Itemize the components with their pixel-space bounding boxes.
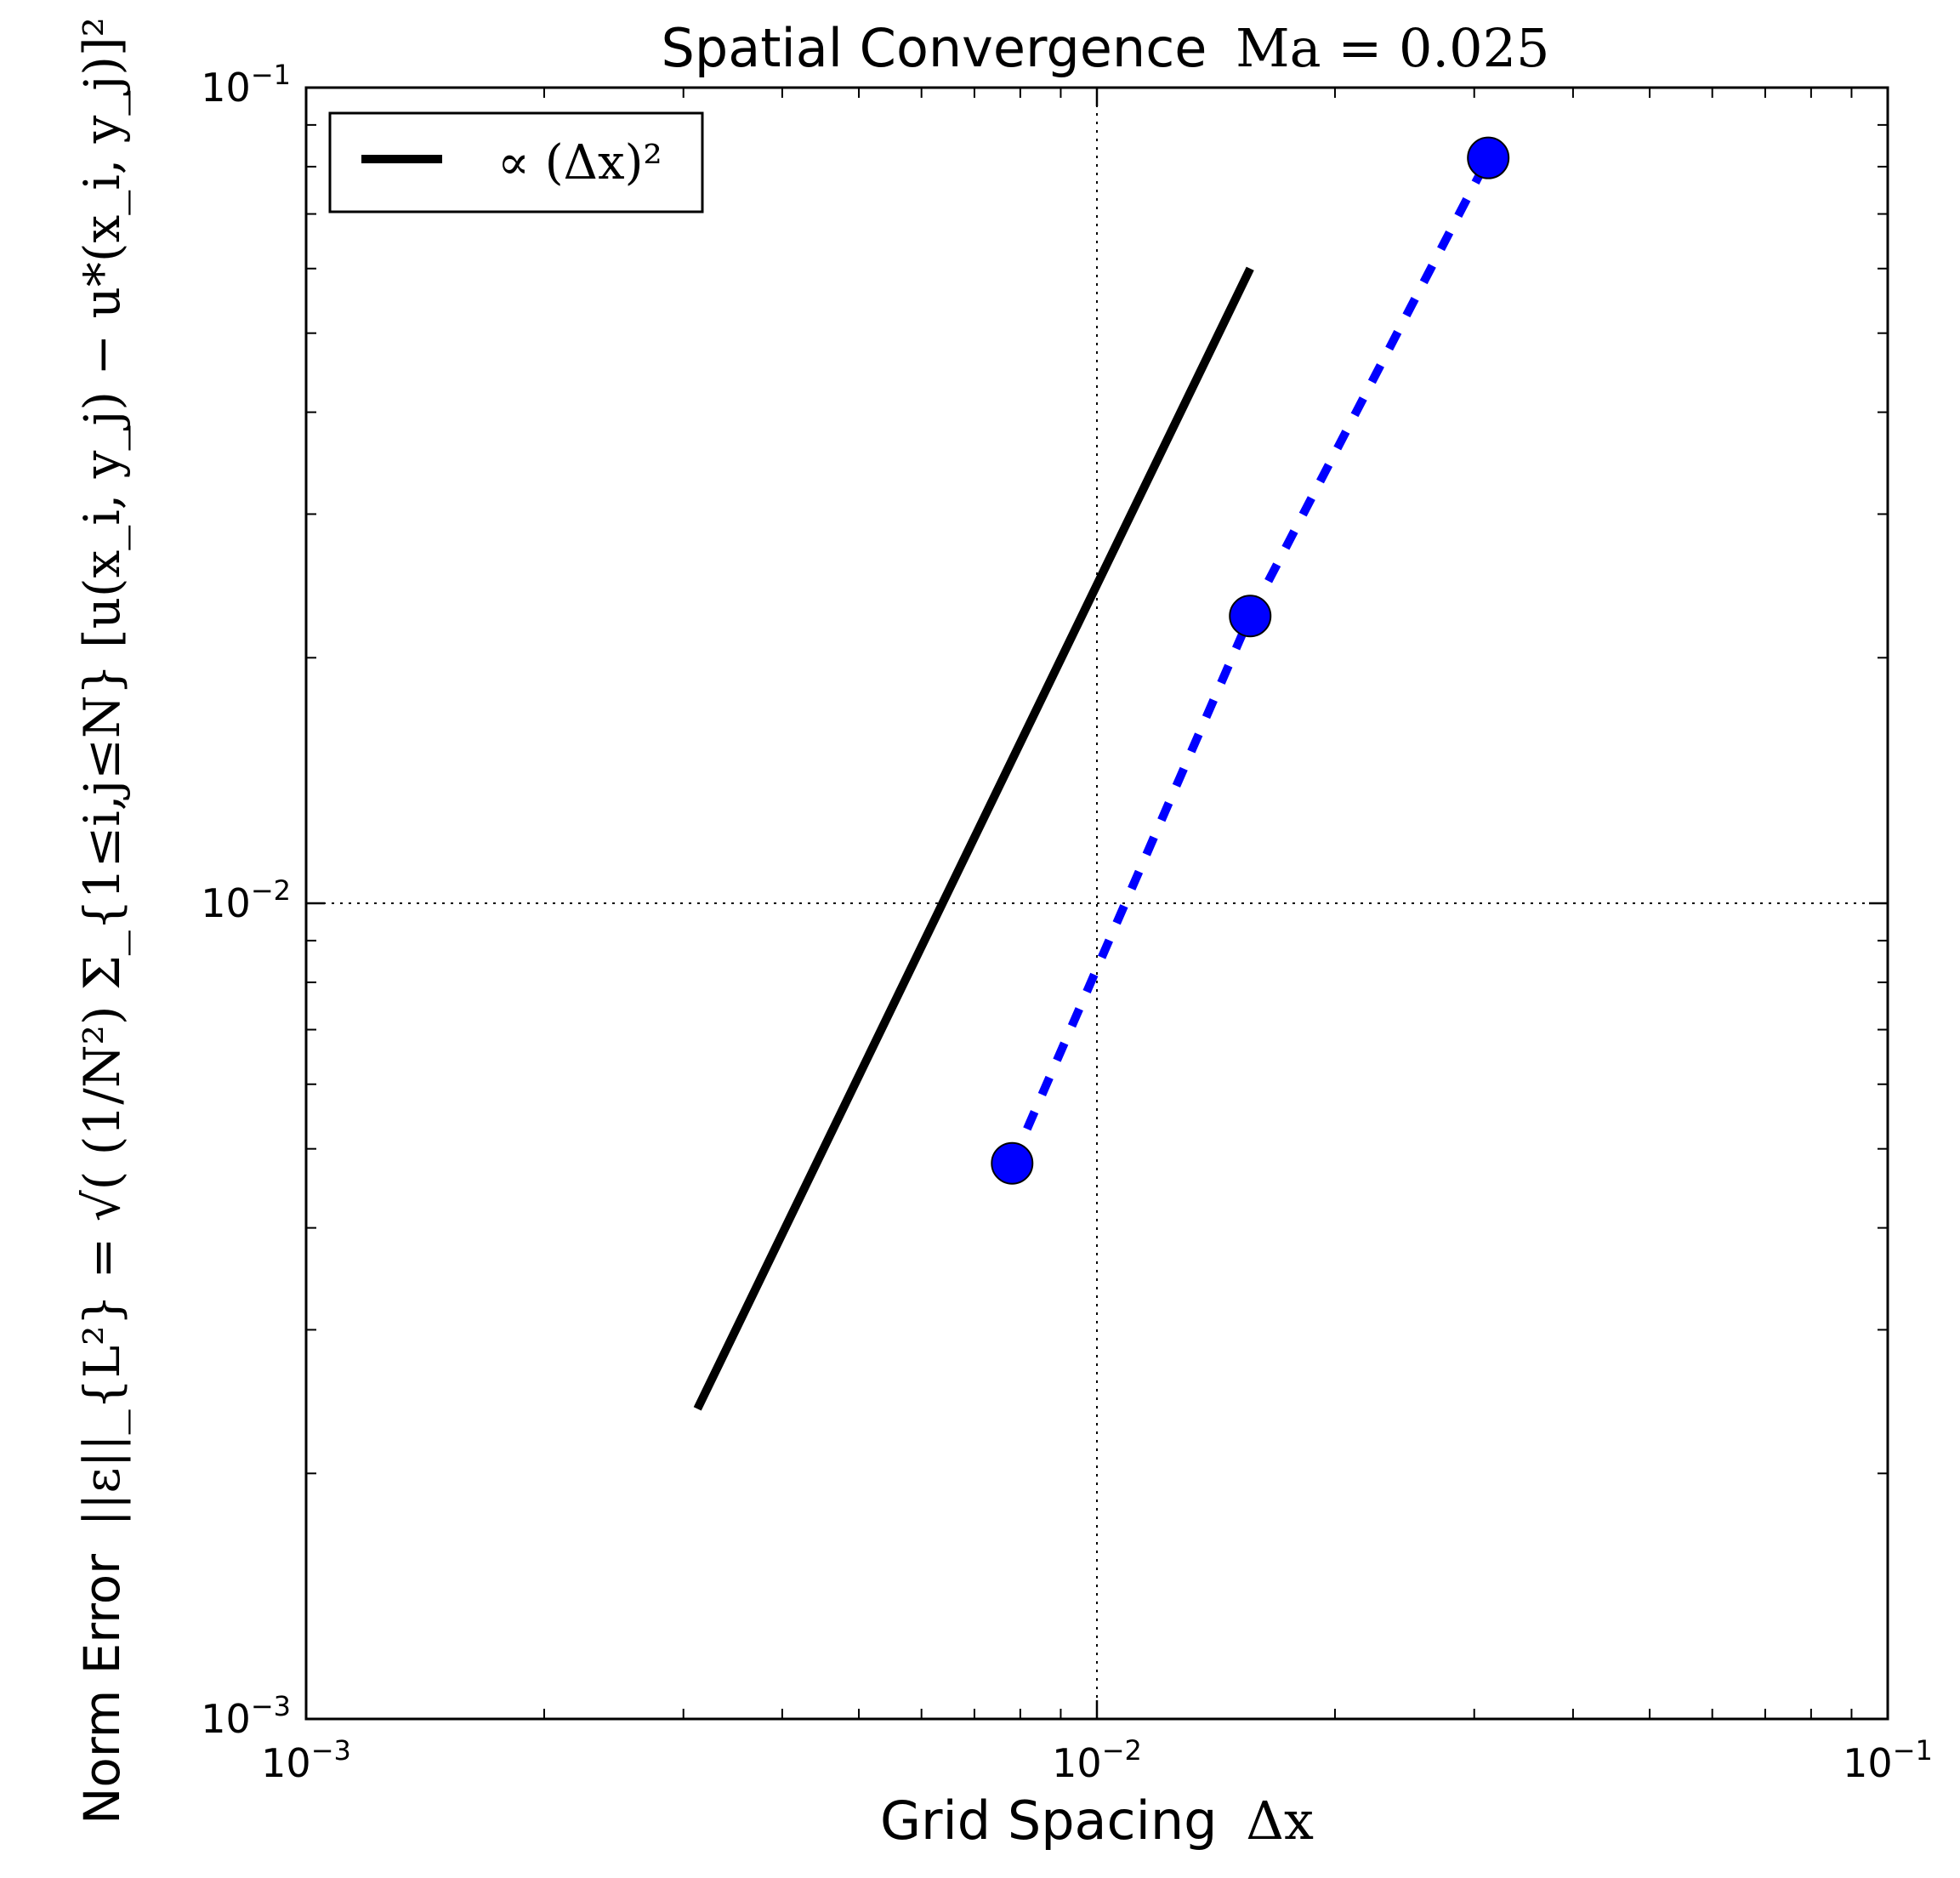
series-line-1 xyxy=(1008,156,1492,1165)
y-tick-label: 10−1 xyxy=(201,59,291,111)
series-line-0 xyxy=(693,266,1254,1411)
plot-frame xyxy=(304,86,1889,1721)
data-point xyxy=(1229,595,1272,638)
y-axis-label: Norm Error ||ε||_{L²} = √( (1/N²) Σ_{1≤i… xyxy=(73,0,131,1824)
chart-title: Spatial Convergence Ma = 0.025 xyxy=(662,17,1550,79)
legend: ∝ (Δx)² xyxy=(328,111,704,213)
minor-ticks xyxy=(306,88,1888,1719)
y-tick-label: 10−3 xyxy=(201,1690,291,1742)
x-axis-label: Grid Spacing Δx xyxy=(880,1790,1314,1852)
legend-label-reference: ∝ (Δx)² xyxy=(497,135,662,191)
data-point xyxy=(1467,136,1510,179)
grid-lines xyxy=(306,88,1888,1719)
y-tick-label: 10−2 xyxy=(201,874,291,926)
x-tick-label: 10−3 xyxy=(261,1734,351,1786)
x-tick-label: 10−1 xyxy=(1843,1734,1933,1786)
data-point xyxy=(991,1141,1034,1185)
x-tick-label: 10−2 xyxy=(1052,1734,1142,1786)
plot-series xyxy=(693,136,1510,1411)
tick-labels: 10−3 10−2 10−1 10−3 10−2 10−1 xyxy=(201,59,1933,1786)
